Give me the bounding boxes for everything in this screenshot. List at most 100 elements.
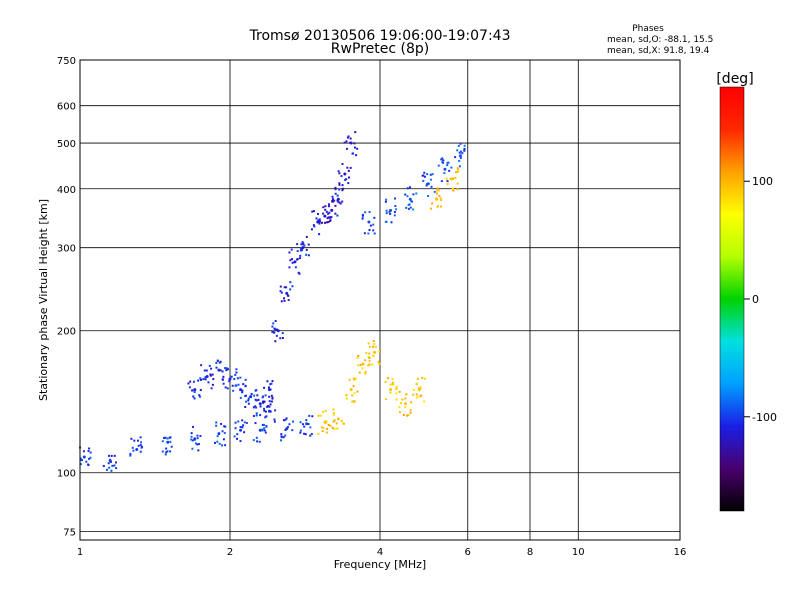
echo-point <box>111 464 114 467</box>
echo-point <box>169 440 172 443</box>
echo-point <box>236 433 239 436</box>
echo-point <box>404 397 407 400</box>
data-point <box>336 417 340 421</box>
echo-point <box>317 219 320 222</box>
echo-point <box>280 433 283 436</box>
echo-point <box>389 212 392 215</box>
echo-point <box>458 159 461 162</box>
echo-point <box>241 389 244 392</box>
echo-point <box>446 164 449 167</box>
echo-point <box>318 221 321 224</box>
stats-o-line: mean, sd,O: -88.1, 15.5 <box>607 35 713 45</box>
echo-point <box>391 378 394 381</box>
echo-point <box>88 457 91 460</box>
echo-point <box>244 394 247 397</box>
data-point <box>285 427 289 431</box>
echo-point <box>224 444 227 447</box>
echo-point <box>215 366 218 369</box>
echo-point <box>363 232 366 235</box>
echo-point <box>355 154 358 157</box>
echo-point <box>440 158 443 161</box>
echo-point <box>88 447 91 450</box>
echo-point <box>351 394 354 397</box>
data-point <box>349 141 353 145</box>
echo-point <box>369 224 372 227</box>
colorbar-tick-label: 100 <box>752 175 773 188</box>
echo-point <box>341 189 344 192</box>
echo-point <box>327 205 330 208</box>
echo-point <box>280 435 283 438</box>
echo-point <box>87 463 90 466</box>
data-point <box>239 388 243 392</box>
echo-point <box>288 423 291 426</box>
echo-point <box>440 198 443 201</box>
echo-point <box>316 213 319 216</box>
echo-point <box>436 206 439 209</box>
echo-point <box>244 385 247 388</box>
echo-point <box>305 248 308 251</box>
echo-point <box>361 217 364 220</box>
echo-point <box>285 286 288 289</box>
echo-point <box>352 377 355 380</box>
echo-point <box>291 261 294 264</box>
echo-point <box>423 175 426 178</box>
echo-point <box>263 400 266 403</box>
echo-point <box>243 431 246 434</box>
echo-point <box>386 377 389 380</box>
echo-point <box>318 218 321 221</box>
echo-point <box>294 266 297 269</box>
echo-point <box>218 442 221 445</box>
echo-point <box>274 409 277 412</box>
echo-point <box>255 412 258 415</box>
echo-point <box>353 378 356 381</box>
y-tick-label: 100 <box>57 469 76 480</box>
echo-point <box>256 394 259 397</box>
echo-point <box>412 388 415 391</box>
echo-point <box>442 159 445 162</box>
echo-point <box>241 419 244 422</box>
data-point <box>267 409 271 413</box>
echo-point <box>409 186 412 189</box>
echo-point <box>302 242 305 245</box>
echo-point <box>412 193 415 196</box>
data-point <box>205 374 209 378</box>
echo-point <box>244 405 247 408</box>
echo-point <box>239 376 242 379</box>
echo-point <box>288 251 291 254</box>
echo-point <box>409 409 412 412</box>
echo-point <box>346 166 349 169</box>
echo-point <box>322 206 325 209</box>
echo-point <box>220 422 223 425</box>
echo-point <box>385 198 388 201</box>
echo-point <box>340 419 343 422</box>
echo-point <box>222 438 225 441</box>
echo-point <box>318 222 321 225</box>
echo-point <box>169 450 172 453</box>
echo-point <box>242 383 245 386</box>
echo-point <box>226 387 229 390</box>
echo-point <box>326 221 329 224</box>
echo-point <box>456 188 459 191</box>
data-point <box>389 388 393 392</box>
echo-point <box>351 152 354 155</box>
data-point <box>316 220 320 224</box>
echo-point <box>197 449 200 452</box>
echo-point <box>424 377 427 380</box>
echo-point <box>427 194 430 197</box>
data-point <box>239 428 243 432</box>
echo-point <box>169 436 172 439</box>
echo-point <box>311 415 314 418</box>
echo-point <box>431 173 434 176</box>
echo-point <box>327 424 330 427</box>
x-tick-label: 1 <box>77 547 83 558</box>
echo-point <box>270 382 273 385</box>
echo-point <box>283 299 286 302</box>
echo-point <box>113 454 116 457</box>
echo-point <box>234 373 237 376</box>
echo-point <box>247 399 250 402</box>
echo-point <box>319 414 322 417</box>
data-point <box>276 329 280 333</box>
colorbar-tick-label: 0 <box>752 293 759 306</box>
echo-point <box>454 177 457 180</box>
